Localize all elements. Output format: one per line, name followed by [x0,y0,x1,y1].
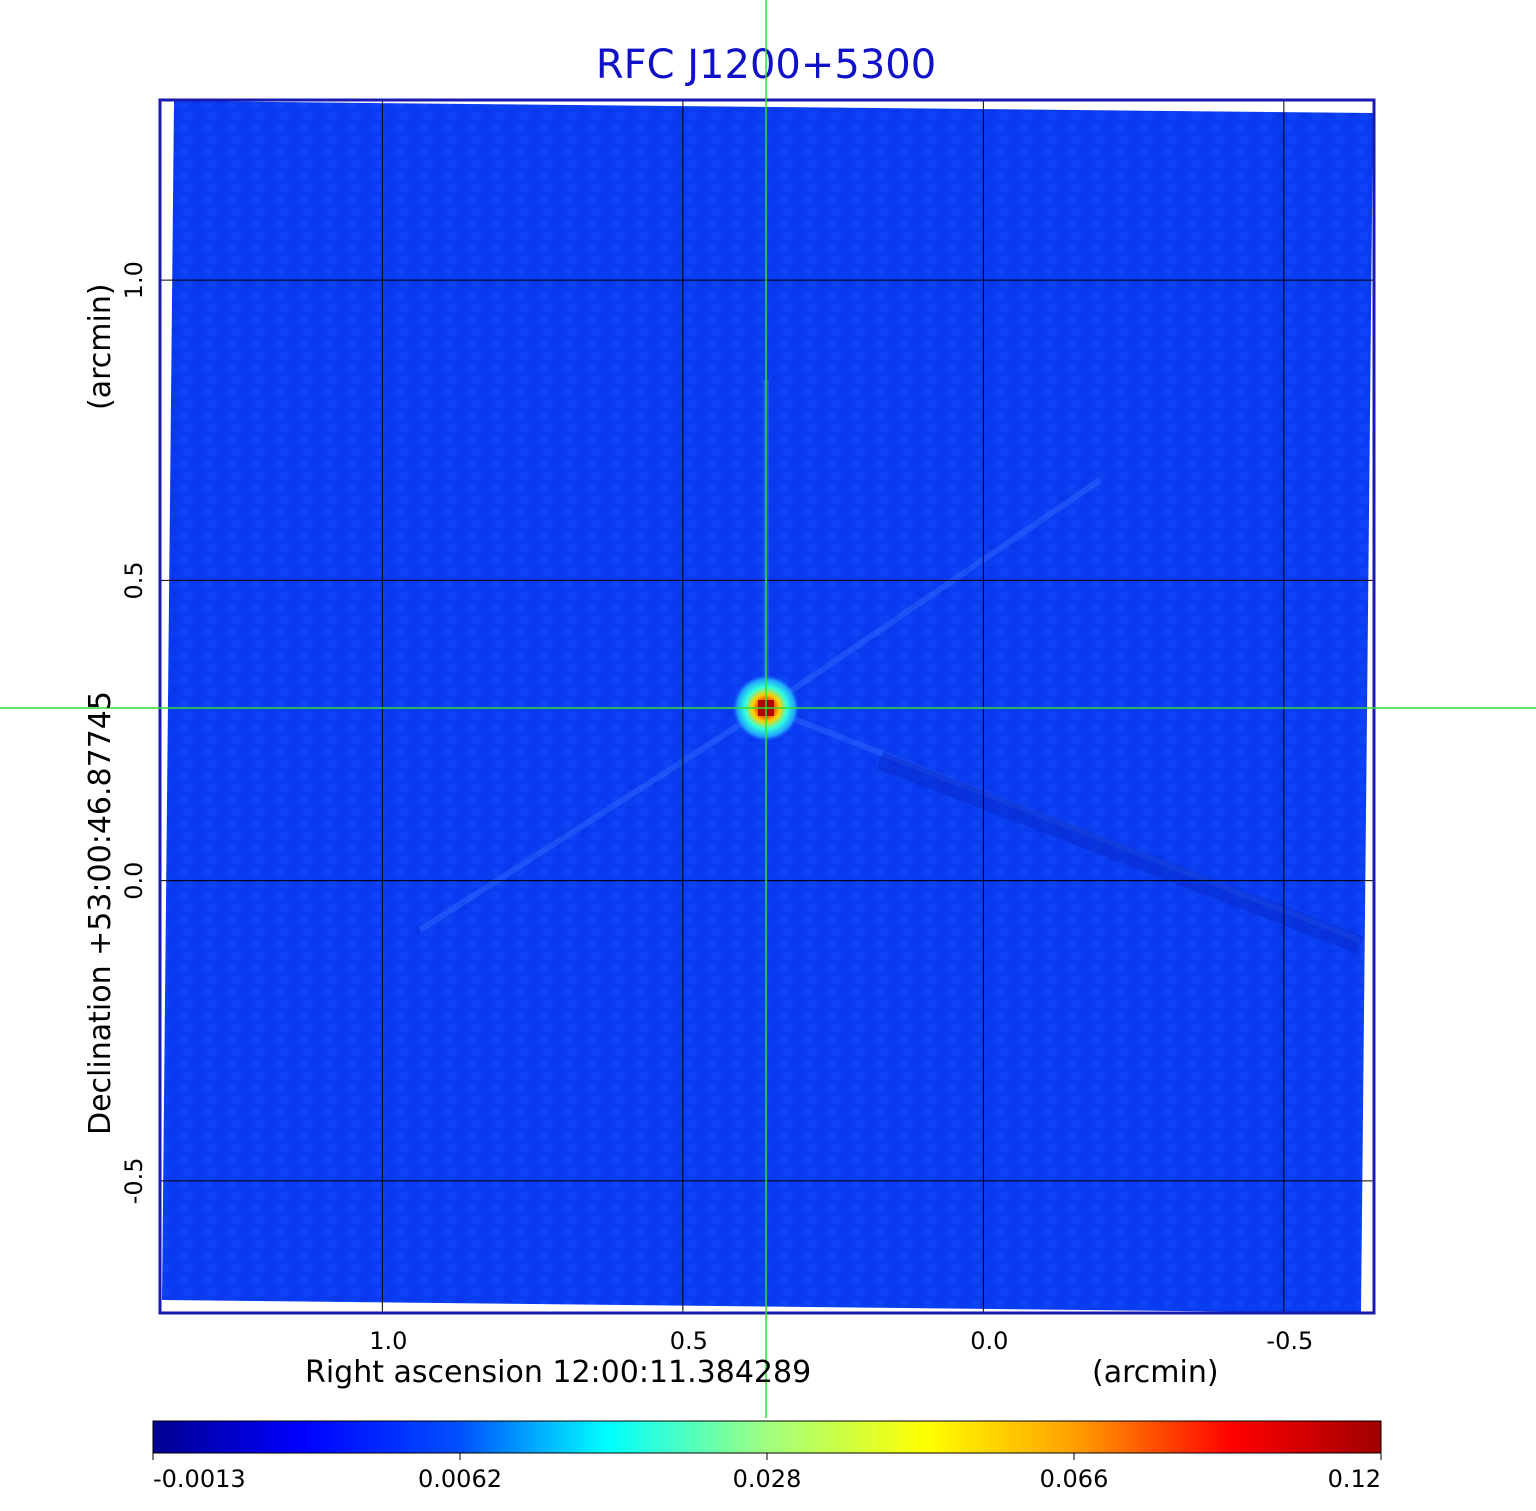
y-tick-labels: 1.0 0.5 0.0 -0.5 [120,261,148,1204]
y-tick-label: 0.5 [120,561,148,599]
colorbar-tick-label: 0.12 [1328,1465,1381,1493]
dark-streak [876,751,1364,954]
plot-frame [158,98,1376,1315]
x-tick-label: 0.0 [970,1327,1008,1355]
y-axis-unit: (arcmin) [83,283,118,410]
colorbar-tick-label: -0.0013 [153,1465,246,1493]
x-tick-labels: 1.0 0.5 0.0 -0.5 [369,1327,1313,1355]
colorbar [152,1420,1382,1454]
y-tick-label: -0.5 [120,1157,148,1204]
x-axis-label: Right ascension 12:00:11.384289 [305,1355,811,1390]
colorbar-tick-labels: -0.0013 0.0062 0.028 0.066 0.12 [152,1453,1382,1493]
colorbar-tick-label: 0.0062 [418,1465,502,1493]
colorbar-tick-label: 0.028 [733,1465,802,1493]
x-axis-unit: (arcmin) [1092,1355,1219,1390]
x-tick-label: -0.5 [1266,1327,1313,1355]
y-tick-label: 1.0 [120,261,148,299]
grid-lines [160,100,1374,1313]
x-tick-label: 1.0 [369,1327,407,1355]
x-tick-label: 0.5 [670,1327,708,1355]
colorbar-tick-label: 0.066 [1040,1465,1109,1493]
y-tick-label: 0.0 [120,862,148,900]
y-axis-label: Declination +53:00:46.87745 [83,691,118,1135]
